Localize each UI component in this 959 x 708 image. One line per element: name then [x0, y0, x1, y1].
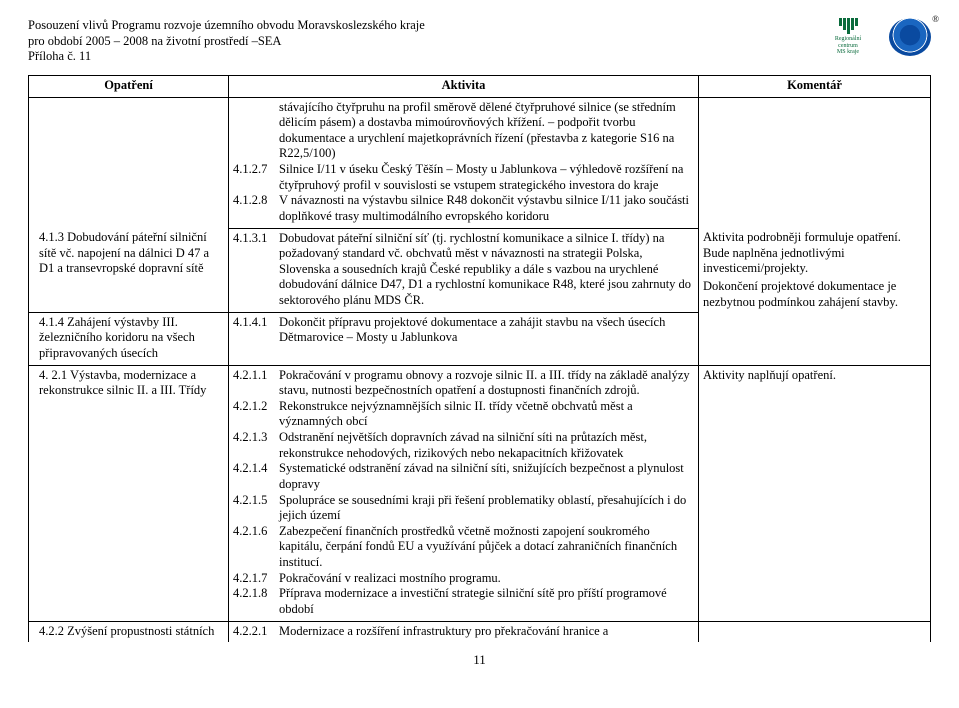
activity-number: 4.1.3.1: [233, 231, 279, 309]
activity-text: Pokračování v realizaci mostního program…: [279, 571, 694, 587]
activity-text: V návaznosti na výstavbu silnice R48 dok…: [279, 193, 694, 224]
activity-number: 4.2.1.3: [233, 430, 279, 461]
activity-number: 4.2.1.2: [233, 399, 279, 430]
table-row: stávajícího čtyřpruhu na profil směrově …: [29, 97, 931, 228]
activity-number: 4.2.1.5: [233, 493, 279, 524]
activity-cell: 4.2.1.1Pokračování v programu obnovy a r…: [229, 365, 699, 621]
region-logo-label-2: centrum: [838, 43, 858, 50]
measure-cell: 4.1.3 Dobudování páteřní silniční sítě v…: [29, 228, 229, 312]
col-header-aktivita: Aktivita: [229, 75, 699, 97]
header-line-2: pro období 2005 – 2008 na životní prostř…: [28, 34, 425, 50]
activity-text: Dokončit přípravu projektové dokumentace…: [279, 315, 694, 346]
activity-number: 4.1.4.1: [233, 315, 279, 346]
page-number: 11: [28, 652, 931, 668]
activity-text: Silnice I/11 v úseku Český Těšín – Mosty…: [279, 162, 694, 193]
activity-text: Systematické odstranění závad na silničn…: [279, 461, 694, 492]
activity-text: Modernizace a rozšíření infrastruktury p…: [279, 624, 694, 640]
page-header: Posouzení vlivů Programu rozvoje územníh…: [28, 18, 931, 65]
region-logo-label-3: MS kraje: [837, 49, 859, 56]
activity-cell: 4.1.4.1 Dokončit přípravu projektové dok…: [229, 312, 699, 365]
activity-number: 4.2.2.1: [233, 624, 279, 640]
comment-text: Dokončení projektové dokumentace je nezb…: [703, 279, 926, 310]
activity-number: 4.2.1.4: [233, 461, 279, 492]
activity-number: 4.2.1.8: [233, 586, 279, 617]
comment-cell: Aktivita podrobněji formuluje opatření. …: [699, 228, 931, 365]
measures-table: Opatření Aktivita Komentář stávajícího č…: [28, 75, 931, 642]
table-row: 4.1.3 Dobudování páteřní silniční sítě v…: [29, 228, 931, 312]
measure-cell: 4.2.2 Zvýšení propustnosti státních: [29, 621, 229, 642]
region-logo: Regionální centrum MS kraje: [813, 18, 883, 56]
measure-cell: 4. 2.1 Výstavba, modernizace a rekonstru…: [29, 365, 229, 621]
activity-text: Spolupráce se sousedními kraji při řešen…: [279, 493, 694, 524]
activity-number: 4.1.2.7: [233, 162, 279, 193]
activity-text: Pokračování v programu obnovy a rozvoje …: [279, 368, 694, 399]
activity-text: stávajícího čtyřpruhu na profil směrově …: [279, 100, 694, 163]
activity-number: 4.2.1.1: [233, 368, 279, 399]
header-line-1: Posouzení vlivů Programu rozvoje územníh…: [28, 18, 425, 34]
activity-number: 4.2.1.6: [233, 524, 279, 571]
comment-text: Aktivita podrobněji formuluje opatření. …: [703, 230, 926, 277]
comment-cell: Aktivity naplňují opatření.: [699, 365, 931, 621]
activity-text: Odstranění největších dopravních závad n…: [279, 430, 694, 461]
table-row: 4.2.2 Zvýšení propustnosti státních 4.2.…: [29, 621, 931, 642]
region-logo-label-1: Regionální: [835, 36, 861, 43]
activity-text: Příprava modernizace a investiční strate…: [279, 586, 694, 617]
activity-cell: 4.1.3.1 Dobudovat páteřní silniční síť (…: [229, 228, 699, 312]
header-line-3: Příloha č. 11: [28, 49, 425, 65]
activity-text: Dobudovat páteřní silniční síť (tj. rych…: [279, 231, 694, 309]
activity-text: Zabezpečení finančních prostředků včetně…: [279, 524, 694, 571]
measure-cell: 4.1.4 Zahájení výstavby III. železničníh…: [29, 312, 229, 365]
activity-cell: 4.2.2.1 Modernizace a rozšíření infrastr…: [229, 621, 699, 642]
col-header-komentar: Komentář: [699, 75, 931, 97]
header-text: Posouzení vlivů Programu rozvoje územníh…: [28, 18, 425, 65]
eia-logo-icon: [889, 18, 931, 56]
activity-number: 4.1.2.8: [233, 193, 279, 224]
activity-cell: stávajícího čtyřpruhu na profil směrově …: [229, 97, 699, 228]
activity-number: 4.2.1.7: [233, 571, 279, 587]
header-logos: Regionální centrum MS kraje: [813, 18, 931, 56]
col-header-opatreni: Opatření: [29, 75, 229, 97]
table-row: 4. 2.1 Výstavba, modernizace a rekonstru…: [29, 365, 931, 621]
activity-text: Rekonstrukce nejvýznamnějších silnic II.…: [279, 399, 694, 430]
